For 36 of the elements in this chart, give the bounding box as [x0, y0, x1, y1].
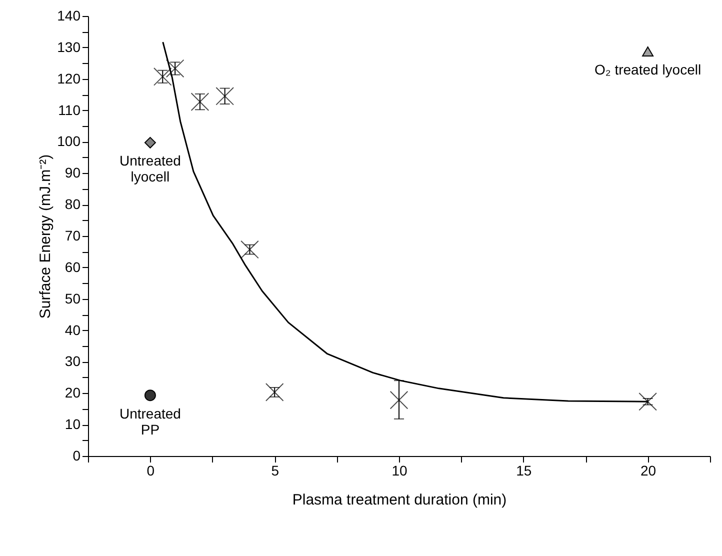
y-tick-label: 10 — [64, 416, 81, 432]
x-axis-title: Plasma treatment duration (min) — [292, 492, 507, 508]
y-axis-title: Surface Energy (mJ.m⁻²) — [37, 154, 54, 319]
y-tick-label: 130 — [57, 38, 81, 55]
point — [144, 390, 156, 402]
y-tick-label: 60 — [64, 258, 81, 275]
y-tick-label: 70 — [64, 228, 81, 244]
point — [216, 86, 234, 106]
x-tick-label: 5 — [271, 462, 280, 478]
y-tick-label: 100 — [57, 133, 81, 150]
point — [153, 67, 172, 86]
y-tick-label: 30 — [64, 353, 81, 370]
point — [144, 136, 156, 148]
point — [638, 392, 657, 411]
y-tick-label: 20 — [64, 384, 81, 401]
x-tick-label: 0 — [146, 462, 155, 478]
point — [642, 46, 654, 57]
y-tick-label: 80 — [64, 196, 81, 212]
y-tick-label: 0 — [72, 448, 81, 464]
series-label: O₂ treated lyocell — [594, 62, 702, 78]
point — [265, 383, 284, 402]
y-tick-label: 50 — [64, 290, 81, 306]
point — [190, 92, 210, 111]
series-label: Untreated lyocell — [119, 152, 181, 185]
y-tick-label: 120 — [57, 70, 81, 86]
point — [166, 59, 184, 78]
series-label: Untreated PP — [119, 405, 181, 438]
y-tick-label: 90 — [64, 164, 81, 181]
x-tick-label: 20 — [640, 462, 656, 478]
y-tick-label: 140 — [57, 8, 81, 24]
point — [240, 240, 259, 259]
y-tick-label: 110 — [58, 102, 81, 118]
x-tick-label: 10 — [392, 462, 408, 478]
x-tick-label: 15 — [516, 462, 532, 478]
y-tick-label: 40 — [64, 322, 81, 338]
point — [390, 390, 408, 410]
